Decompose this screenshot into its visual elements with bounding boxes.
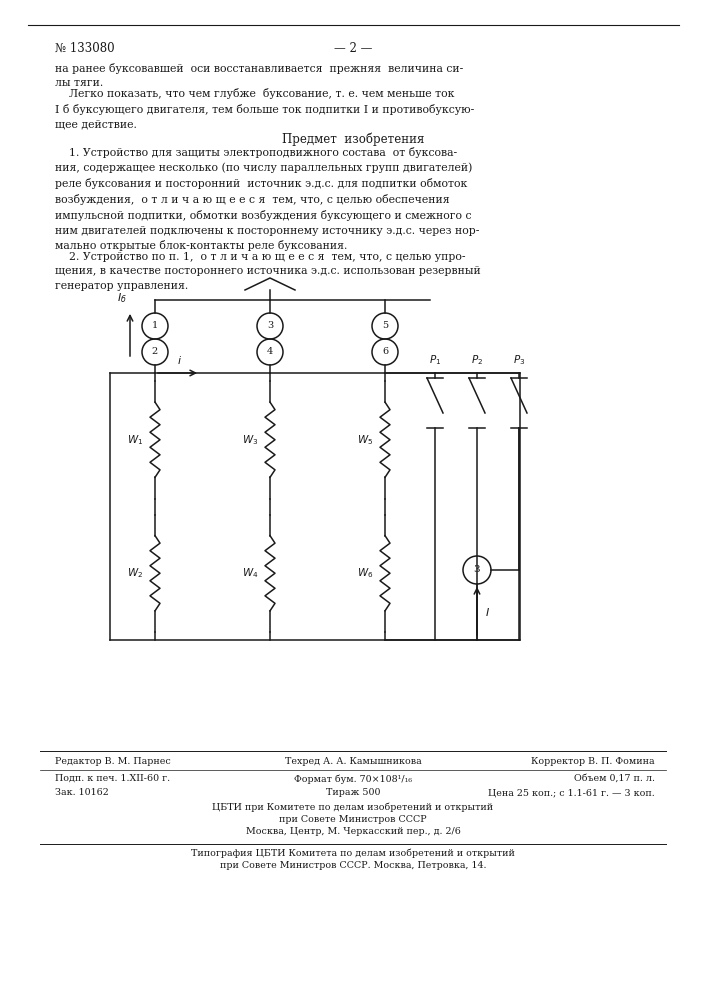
- Text: 2: 2: [152, 348, 158, 357]
- Text: Формат бум. 70×108¹/₁₆: Формат бум. 70×108¹/₁₆: [294, 774, 412, 784]
- Text: $P_3$: $P_3$: [513, 353, 525, 367]
- Text: Корректор В. П. Фомина: Корректор В. П. Фомина: [532, 757, 655, 766]
- Text: ЦБТИ при Комитете по делам изобретений и открытий
при Совете Министров СССР
Моск: ЦБТИ при Комитете по делам изобретений и…: [212, 802, 493, 836]
- Text: 1: 1: [152, 322, 158, 330]
- Text: 2. Устройство по п. 1,  о т л и ч а ю щ е е с я  тем, что, с целью упро-
щения, : 2. Устройство по п. 1, о т л и ч а ю щ е…: [55, 252, 481, 291]
- Text: 6: 6: [382, 348, 388, 357]
- Text: 4: 4: [267, 348, 273, 357]
- Text: $W_1$: $W_1$: [127, 433, 143, 447]
- Text: $W_2$: $W_2$: [127, 566, 143, 580]
- Text: — 2 —: — 2 —: [334, 42, 372, 55]
- Text: на ранее буксовавшей  оси восстанавливается  прежняя  величина си-
лы тяги.: на ранее буксовавшей оси восстанавливает…: [55, 63, 463, 88]
- Text: Типография ЦБТИ Комитета по делам изобретений и открытий
при Совете Министров СС: Типография ЦБТИ Комитета по делам изобре…: [191, 848, 515, 870]
- Text: 3: 3: [474, 566, 480, 574]
- Text: № 133080: № 133080: [55, 42, 115, 55]
- Text: $I$: $I$: [485, 606, 490, 618]
- Text: $W_3$: $W_3$: [242, 433, 258, 447]
- Text: Легко показать, что чем глубже  буксование, т. е. чем меньше ток
І б буксующего : Легко показать, что чем глубже буксовани…: [55, 88, 474, 129]
- Text: $P_1$: $P_1$: [429, 353, 441, 367]
- Text: 5: 5: [382, 322, 388, 330]
- Text: Техред А. А. Камышникова: Техред А. А. Камышникова: [285, 757, 421, 766]
- Text: Цена 25 коп.; с 1.1-61 г. — 3 коп.: Цена 25 коп.; с 1.1-61 г. — 3 коп.: [489, 788, 655, 797]
- Text: Зак. 10162: Зак. 10162: [55, 788, 109, 797]
- Text: $i$: $i$: [177, 354, 182, 366]
- Text: Редактор В. М. Парнес: Редактор В. М. Парнес: [55, 757, 171, 766]
- Text: $W_6$: $W_6$: [356, 566, 373, 580]
- Text: Подп. к печ. 1.XII-60 г.: Подп. к печ. 1.XII-60 г.: [55, 774, 170, 783]
- Text: 1. Устройство для защиты электроподвижного состава  от буксова-
ния, содержащее : 1. Устройство для защиты электроподвижно…: [55, 147, 479, 251]
- Text: $W_4$: $W_4$: [242, 566, 258, 580]
- Text: $P_2$: $P_2$: [471, 353, 483, 367]
- Text: 3: 3: [267, 322, 273, 330]
- Text: Объем 0,17 п. л.: Объем 0,17 п. л.: [574, 774, 655, 783]
- Text: $W_5$: $W_5$: [357, 433, 373, 447]
- Text: Тираж 500: Тираж 500: [326, 788, 380, 797]
- Text: Предмет  изобретения: Предмет изобретения: [282, 132, 424, 145]
- Text: $I_б$: $I_б$: [117, 291, 127, 305]
